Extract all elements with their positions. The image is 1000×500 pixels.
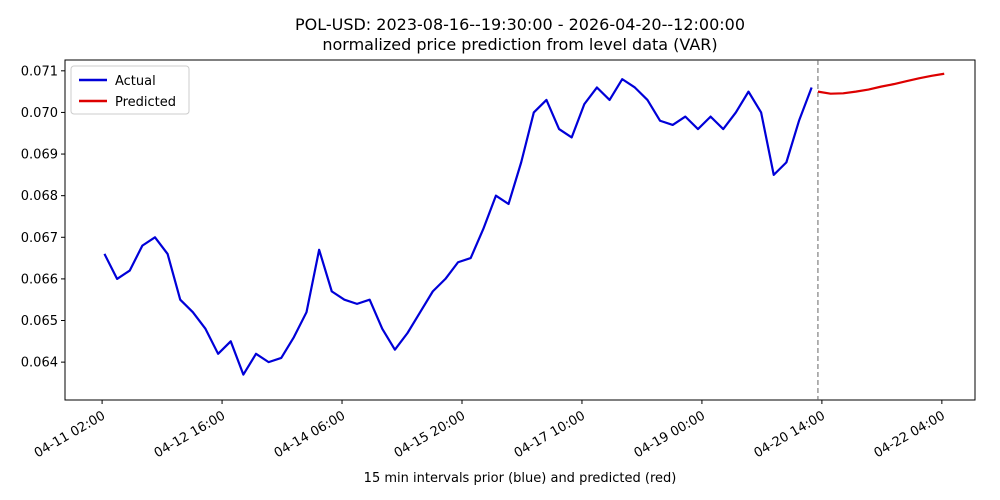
legend-label: Actual (115, 74, 156, 89)
y-tick-label: 0.071 (21, 64, 58, 79)
y-tick-label: 0.068 (21, 189, 58, 204)
x-tick-label: 04-20 14:00 (752, 408, 828, 461)
y-tick-label: 0.069 (21, 148, 58, 163)
y-tick-label: 0.067 (21, 231, 58, 246)
x-tick-label: 04-12 16:00 (152, 408, 228, 461)
legend-label: Predicted (115, 95, 176, 110)
y-tick-label: 0.065 (21, 314, 58, 329)
series-line (103, 78, 813, 376)
x-tick-label: 04-15 20:00 (392, 408, 468, 461)
x-axis-label: 15 min intervals prior (blue) and predic… (364, 471, 677, 486)
series-line (817, 72, 945, 95)
x-tick-label: 04-14 06:00 (272, 408, 348, 461)
plot-area (64, 59, 976, 401)
chart-title: POL-USD: 2023-08-16--19:30:00 - 2026-04-… (295, 15, 745, 34)
x-tick-label: 04-22 04:00 (872, 408, 948, 461)
chart-subtitle: normalized price prediction from level d… (322, 35, 717, 54)
y-tick-label: 0.070 (21, 106, 58, 121)
x-tick-label: 04-17 10:00 (512, 408, 588, 461)
y-tick-label: 0.066 (21, 272, 58, 287)
x-tick-label: 04-19 00:00 (632, 408, 708, 461)
x-tick-label: 04-11 02:00 (32, 408, 108, 461)
y-tick-label: 0.064 (21, 356, 58, 371)
